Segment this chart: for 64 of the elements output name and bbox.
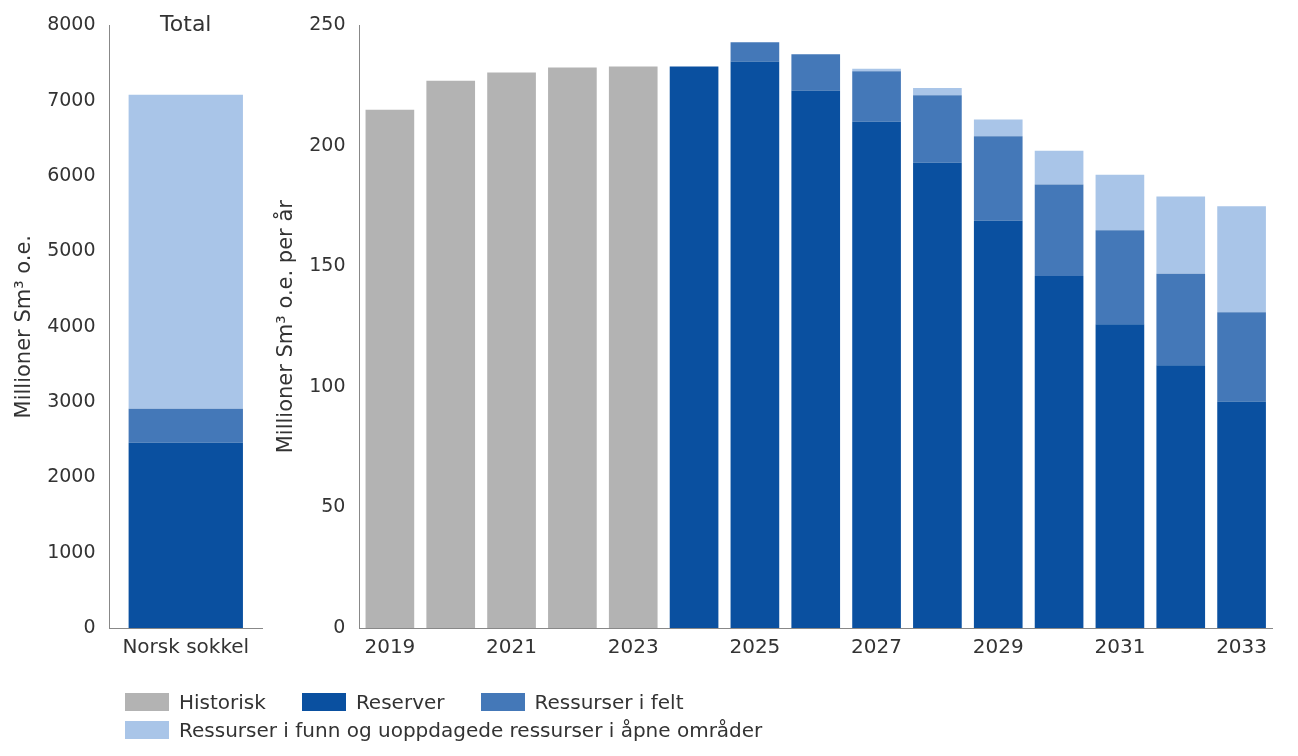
y-tick-label: 7000 (47, 87, 96, 110)
bar (128, 442, 243, 628)
bar (1034, 276, 1084, 628)
bar (973, 119, 1023, 137)
bar (669, 66, 719, 628)
bar (1217, 312, 1266, 402)
y-tick-label: 200 (309, 132, 346, 155)
x-tick-label: 2027 (851, 634, 903, 659)
bar (548, 67, 597, 628)
x-tick-label: 2021 (486, 634, 538, 659)
bar (791, 90, 841, 628)
x-tick-label: 2019 (364, 634, 416, 659)
bar (1156, 365, 1206, 628)
bar (791, 54, 841, 91)
x-tick-label: 2023 (607, 634, 659, 659)
bar (1095, 174, 1145, 231)
y-axis-title: Millioner Sm³ o.e. per år (272, 199, 298, 454)
bar (913, 88, 962, 96)
bar (426, 80, 476, 628)
y-tick-label: 150 (309, 253, 346, 276)
y-tick-label: 3000 (47, 388, 96, 411)
x-tick-label: 2033 (1216, 634, 1268, 659)
y-tick-label: 50 (321, 494, 346, 517)
bar (852, 121, 901, 628)
bar (913, 162, 962, 628)
bar (1095, 324, 1145, 628)
y-tick-label: 2000 (47, 464, 96, 487)
y-tick-label: 100 (309, 373, 346, 396)
bar (852, 71, 901, 122)
x-tick-label: 2029 (972, 634, 1024, 659)
legend-label: Reserver (355, 690, 445, 714)
bar (730, 61, 780, 628)
bar (1217, 401, 1266, 628)
legend-label: Ressurser i felt (534, 690, 684, 714)
y-axis-title: Millioner Sm³ o.e. (11, 234, 36, 419)
chart-title: Total (159, 11, 212, 37)
x-tick-label: 2025 (729, 634, 781, 659)
y-tick-label: 0 (333, 614, 346, 637)
bar (730, 42, 780, 62)
y-tick-label: 250 (309, 12, 346, 35)
bar (128, 94, 243, 409)
y-tick-label: 0 (83, 614, 96, 637)
bar (1156, 196, 1206, 274)
legend-label: Historisk (179, 690, 266, 714)
bar (1156, 273, 1206, 366)
bar (128, 408, 243, 443)
legend-label: Ressurser i funn og uoppdagede ressurser i åpne områder (179, 718, 763, 742)
bar (913, 95, 962, 163)
x-tick-label: 2031 (1094, 634, 1146, 659)
bar (365, 109, 415, 628)
y-tick-label: 4000 (47, 313, 96, 336)
y-tick-label: 1000 (47, 539, 96, 562)
bar (973, 136, 1023, 221)
bar (1095, 230, 1145, 325)
bar (608, 66, 658, 628)
x-tick-label: Norsk sokkel (122, 634, 250, 659)
bar (973, 220, 1023, 628)
y-tick-label: 5000 (47, 238, 96, 261)
y-tick-label: 8000 (47, 12, 96, 35)
y-tick-label: 6000 (47, 162, 96, 185)
bar (487, 72, 536, 628)
bar (1034, 184, 1084, 277)
bar (1217, 206, 1266, 313)
bar (1034, 150, 1084, 185)
